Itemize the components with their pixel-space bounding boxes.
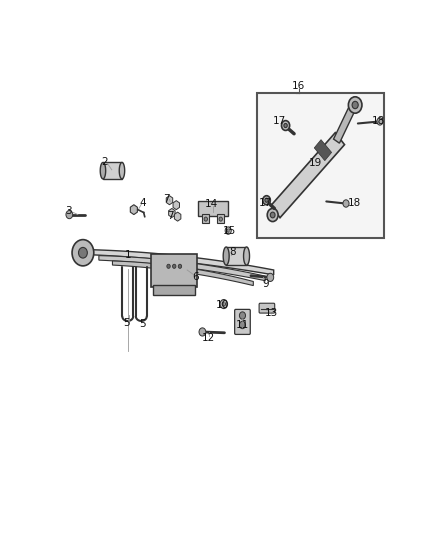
Circle shape	[222, 302, 226, 306]
Text: 13: 13	[265, 309, 278, 319]
Polygon shape	[226, 247, 247, 265]
Circle shape	[72, 240, 94, 266]
Polygon shape	[271, 133, 345, 217]
Circle shape	[66, 211, 73, 219]
Polygon shape	[100, 163, 106, 179]
Text: 12: 12	[201, 333, 215, 343]
Text: 5: 5	[139, 319, 146, 329]
Circle shape	[220, 300, 227, 309]
Polygon shape	[314, 140, 332, 160]
Circle shape	[225, 227, 231, 235]
FancyBboxPatch shape	[198, 201, 228, 216]
Circle shape	[219, 217, 223, 221]
FancyBboxPatch shape	[152, 254, 197, 287]
Text: 19: 19	[309, 158, 322, 168]
Text: 7: 7	[167, 211, 174, 221]
Text: 4: 4	[139, 198, 146, 208]
Text: 7: 7	[163, 193, 170, 204]
Circle shape	[78, 247, 87, 258]
Circle shape	[227, 229, 230, 232]
Bar	[202, 214, 209, 223]
Polygon shape	[103, 163, 122, 179]
FancyBboxPatch shape	[153, 285, 195, 295]
Circle shape	[204, 217, 208, 221]
Text: 15: 15	[223, 227, 236, 237]
Circle shape	[352, 101, 358, 109]
Text: 2: 2	[102, 157, 108, 167]
Polygon shape	[119, 163, 125, 179]
Text: 1: 1	[124, 250, 131, 260]
Polygon shape	[99, 256, 265, 281]
Polygon shape	[223, 247, 229, 265]
Circle shape	[173, 264, 176, 268]
Text: 8: 8	[230, 247, 236, 256]
Circle shape	[263, 196, 270, 205]
Bar	[217, 214, 224, 223]
Polygon shape	[244, 247, 250, 265]
Circle shape	[284, 124, 287, 127]
Circle shape	[267, 208, 278, 222]
FancyBboxPatch shape	[259, 303, 275, 313]
Text: 16: 16	[292, 81, 305, 91]
Text: 5: 5	[124, 318, 130, 328]
Text: 14: 14	[205, 199, 218, 209]
Text: 18: 18	[371, 116, 385, 126]
Circle shape	[267, 273, 274, 281]
Text: 17: 17	[273, 116, 286, 126]
Circle shape	[282, 120, 290, 131]
Circle shape	[265, 198, 268, 202]
Text: 18: 18	[347, 198, 361, 208]
Circle shape	[240, 312, 246, 319]
Circle shape	[199, 328, 206, 336]
Text: 17: 17	[259, 198, 272, 208]
Text: 11: 11	[236, 320, 249, 330]
Circle shape	[178, 264, 182, 268]
Circle shape	[348, 97, 362, 113]
FancyBboxPatch shape	[235, 309, 250, 334]
Circle shape	[270, 212, 275, 218]
Polygon shape	[113, 261, 253, 286]
Circle shape	[343, 200, 349, 207]
Text: 3: 3	[65, 206, 72, 216]
Text: 9: 9	[262, 279, 268, 288]
Circle shape	[240, 321, 246, 329]
Circle shape	[377, 118, 383, 125]
Text: 6: 6	[192, 272, 199, 282]
Polygon shape	[82, 249, 274, 275]
Bar	[257, 93, 384, 238]
Text: 10: 10	[215, 300, 229, 310]
Circle shape	[167, 264, 170, 268]
Polygon shape	[334, 107, 355, 143]
